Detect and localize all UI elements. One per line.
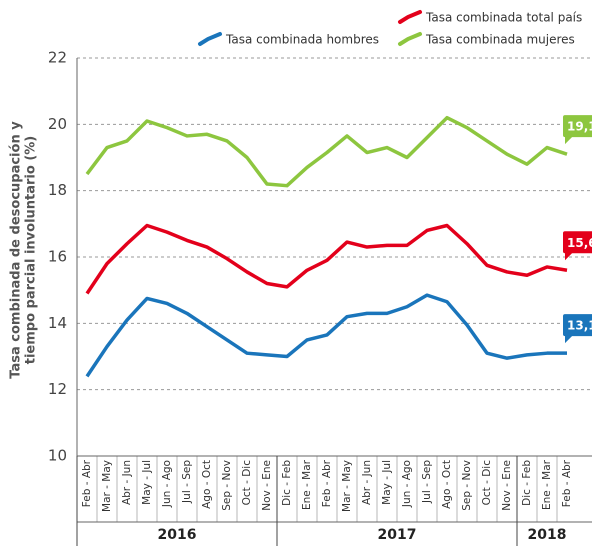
x-tick-label: Dic - Feb [281, 460, 293, 506]
y-axis-title-line: tiempo parcial involuntario (%) [24, 136, 39, 365]
x-tick-label: Ene - Mar [301, 459, 313, 510]
series-line [85, 223, 568, 295]
x-tick-label: Oct - Dic [241, 460, 253, 506]
y-tick-label: 22 [48, 49, 67, 67]
x-tick-label: Feb - Abr [321, 459, 333, 507]
value-label-box [563, 314, 592, 337]
x-tick-label: May - Jul [381, 460, 393, 505]
x-tick-label: Sep - Nov [221, 460, 233, 511]
x-tick-label: Dic - Feb [521, 460, 533, 506]
x-tick-label: Jun - Ago [161, 460, 173, 508]
value-label-pointer [565, 252, 573, 261]
legend-swatch [198, 32, 222, 46]
value-label: 13,1 [567, 319, 592, 333]
series-line [85, 293, 567, 378]
x-tick-label: Jul - Sep [181, 460, 193, 504]
value-label-pointer [565, 335, 573, 344]
x-tick-label: Jun - Ago [401, 460, 413, 508]
legend-swatch [398, 10, 422, 24]
y-tick-label: 16 [48, 248, 67, 266]
x-tick-label: Abr - Jun [121, 460, 133, 505]
value-label-pointer [565, 136, 573, 145]
x-tick-label: Feb - Abr [561, 459, 573, 507]
y-tick-label: 20 [48, 115, 67, 133]
value-label: 19,1 [567, 120, 592, 134]
group-label: 2018 [528, 527, 567, 543]
y-axis-title: Tasa combinada de desocupación y tiempo … [9, 121, 39, 379]
value-label-box [563, 115, 592, 138]
y-tick-label: 10 [48, 447, 67, 465]
x-tick-label: Ene - Mar [541, 459, 553, 510]
y-axis-title-line: Tasa combinada de desocupación y [9, 121, 24, 379]
legend-swatch [398, 32, 422, 46]
x-tick-label: Abr - Jun [361, 460, 373, 505]
value-label-box [563, 231, 592, 254]
y-tick-label: 12 [48, 380, 67, 398]
x-tick-label: Oct - Dic [481, 460, 493, 506]
series-line [85, 115, 568, 188]
value-label: 15,6 [567, 236, 592, 250]
group-label: 2017 [378, 527, 417, 543]
x-tick-label: Ago - Oct [441, 460, 453, 509]
y-tick-label: 18 [48, 181, 67, 199]
x-tick-label: Ago - Oct [201, 460, 213, 509]
y-tick-label: 14 [48, 314, 67, 332]
group-label: 2016 [158, 527, 197, 543]
legend-label: Tasa combinada hombres [225, 33, 379, 47]
x-tick-label: Nov - Ene [261, 460, 273, 511]
x-tick-label: May - Jul [141, 460, 153, 505]
x-tick-label: Mar - May [341, 460, 353, 512]
x-tick-label: Sep - Nov [461, 460, 473, 511]
legend-label: Tasa combinada mujeres [425, 33, 575, 47]
x-tick-label: Feb - Abr [81, 459, 93, 507]
x-tick-label: Jul - Sep [421, 460, 433, 504]
x-tick-label: Nov - Ene [501, 460, 513, 511]
x-tick-label: Mar - May [101, 460, 113, 512]
legend-label: Tasa combinada total país [425, 11, 582, 25]
